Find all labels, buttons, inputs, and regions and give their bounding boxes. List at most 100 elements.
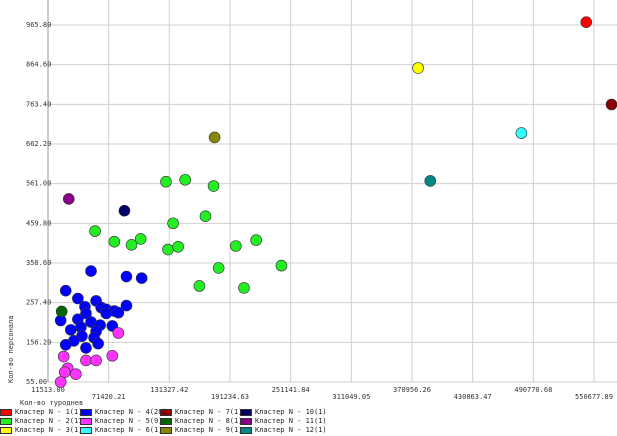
data-point-cluster-4 bbox=[85, 265, 97, 277]
legend-swatch bbox=[80, 426, 92, 434]
legend-swatch bbox=[160, 426, 172, 434]
y-tick-label: 763.40 bbox=[26, 100, 51, 108]
legend-swatch bbox=[160, 417, 172, 425]
data-point-cluster-2 bbox=[193, 280, 206, 292]
legend-item: Кластер N - 7(1) bbox=[160, 408, 242, 416]
data-point-cluster-2 bbox=[238, 282, 250, 294]
legend-label: Кластер N - 9(1) bbox=[175, 426, 243, 434]
data-point-cluster-5 bbox=[70, 368, 82, 380]
y-tick-label: 55.00 bbox=[26, 378, 47, 386]
data-point-cluster-2 bbox=[167, 217, 179, 230]
x-axis-title: Кол-во туроднев bbox=[20, 399, 83, 407]
y-tick-label: 257.40 bbox=[26, 299, 51, 307]
data-point-cluster-5 bbox=[58, 366, 71, 379]
x-tick-label: 191234.63 bbox=[211, 393, 249, 401]
legend-label: Кластер N - 11(1) bbox=[255, 417, 327, 425]
legend-label: Кластер N - 3(1) bbox=[15, 426, 83, 434]
data-point-cluster-2 bbox=[125, 239, 138, 251]
y-tick-labels: 55.00 156.20 257.40 358.60 459.80 561.00 662.2… bbox=[26, 21, 51, 386]
legend-item: Кластер N - 3(1) bbox=[0, 426, 82, 434]
data-point-cluster-2 bbox=[108, 235, 121, 248]
x-tick-label: 311049.05 bbox=[332, 393, 370, 401]
y-tick-label: 459.80 bbox=[26, 219, 51, 227]
data-point-cluster-1 bbox=[580, 16, 593, 28]
legend-item: Кластер N - 4(28) bbox=[80, 408, 167, 416]
legend-swatch bbox=[80, 417, 92, 425]
data-point-cluster-4 bbox=[80, 342, 92, 354]
data-point-cluster-4 bbox=[64, 324, 77, 336]
legend-label: Кластер N - 2(17) bbox=[15, 417, 87, 425]
data-point-cluster-2 bbox=[212, 262, 225, 274]
x-tick-label: 11513.00 bbox=[31, 386, 65, 394]
data-point-cluster-2 bbox=[230, 240, 242, 252]
y-tick-label: 965.80 bbox=[26, 21, 51, 29]
data-point-cluster-9 bbox=[208, 131, 221, 144]
legend-label: Кластер N - 6(1) bbox=[95, 426, 163, 434]
legend-item: Кластер N - 6(1) bbox=[80, 426, 162, 434]
data-point-cluster-4 bbox=[72, 292, 84, 305]
data-point-cluster-5 bbox=[80, 354, 92, 367]
y-tick-label: 358.60 bbox=[26, 259, 51, 267]
legend-swatch bbox=[240, 408, 252, 416]
y-tick-label: 156.20 bbox=[26, 338, 51, 346]
grid bbox=[47, 0, 617, 383]
legend-swatch bbox=[0, 408, 12, 416]
data-point-cluster-4 bbox=[100, 307, 113, 320]
data-point-cluster-4 bbox=[135, 272, 148, 284]
legend-label: Кластер N - 4(28) bbox=[95, 408, 167, 416]
y-tick-label: 864.60 bbox=[26, 61, 51, 69]
legend-item: Кластер N - 11(1) bbox=[240, 417, 327, 425]
data-point-cluster-5 bbox=[90, 354, 102, 367]
scatter-plot: 55.00 156.20 257.40 358.60 459.80 561.00 662.2… bbox=[7, 0, 617, 407]
data-point-cluster-12 bbox=[424, 175, 437, 187]
legend-item: Кластер N - 8(1) bbox=[160, 417, 242, 425]
data-point-cluster-5 bbox=[57, 350, 70, 363]
legend-swatch bbox=[80, 408, 92, 416]
x-tick-label: 251141.84 bbox=[272, 386, 310, 394]
legend-swatch bbox=[0, 417, 12, 425]
x-tick-label: 71420.21 bbox=[92, 393, 126, 401]
data-point-cluster-7 bbox=[605, 98, 617, 111]
x-tick-label: 131327.42 bbox=[150, 386, 188, 394]
legend-item: Кластер N - 10(1) bbox=[240, 408, 327, 416]
y-tick-label: 561.00 bbox=[26, 180, 51, 188]
x-tick-labels: 11513.00 71420.21 131327.42 191234.63 251141… bbox=[31, 386, 613, 401]
legend-swatch bbox=[0, 426, 12, 434]
data-points bbox=[54, 16, 617, 388]
data-point-cluster-2 bbox=[199, 210, 212, 222]
legend-item: Кластер N - 2(17) bbox=[0, 417, 87, 425]
data-point-cluster-5 bbox=[112, 327, 125, 339]
data-point-cluster-11 bbox=[62, 193, 75, 205]
data-point-cluster-2 bbox=[160, 175, 172, 188]
legend-swatch bbox=[160, 408, 172, 416]
legend-swatch bbox=[240, 417, 252, 425]
x-tick-label: 430863.47 bbox=[454, 393, 492, 401]
data-point-cluster-6 bbox=[515, 127, 528, 139]
legend-label: Кластер N - 1(1) bbox=[15, 408, 83, 416]
legend-label: Кластер N - 12(1) bbox=[255, 426, 327, 434]
data-point-cluster-4 bbox=[80, 307, 92, 320]
data-point-cluster-8 bbox=[55, 305, 68, 318]
legend-item: Кластер N - 9(1) bbox=[160, 426, 242, 434]
legend-label: Кластер N - 5(9) bbox=[95, 417, 163, 425]
data-point-cluster-2 bbox=[172, 240, 184, 253]
y-axis-title: Кол-во персонала bbox=[7, 316, 15, 383]
data-point-cluster-2 bbox=[134, 233, 147, 245]
legend-item: Кластер N - 12(1) bbox=[240, 426, 327, 434]
data-point-cluster-2 bbox=[179, 173, 192, 186]
data-point-cluster-3 bbox=[412, 62, 424, 74]
data-point-cluster-4 bbox=[120, 299, 133, 312]
data-point-cluster-5 bbox=[106, 349, 119, 362]
data-point-cluster-4 bbox=[59, 284, 72, 297]
legend-swatch bbox=[240, 426, 252, 434]
data-point-cluster-2 bbox=[250, 234, 262, 246]
data-point-cluster-4 bbox=[59, 338, 72, 351]
legend-label: Кластер N - 7(1) bbox=[175, 408, 243, 416]
data-point-cluster-4 bbox=[92, 337, 104, 350]
y-tick-label: 662.20 bbox=[26, 140, 51, 148]
data-point-cluster-2 bbox=[162, 243, 174, 256]
x-tick-label: 550677.89 bbox=[575, 393, 613, 401]
x-tick-label: 490770.68 bbox=[514, 386, 552, 394]
data-point-cluster-10 bbox=[118, 204, 131, 217]
data-point-cluster-5 bbox=[54, 376, 67, 388]
